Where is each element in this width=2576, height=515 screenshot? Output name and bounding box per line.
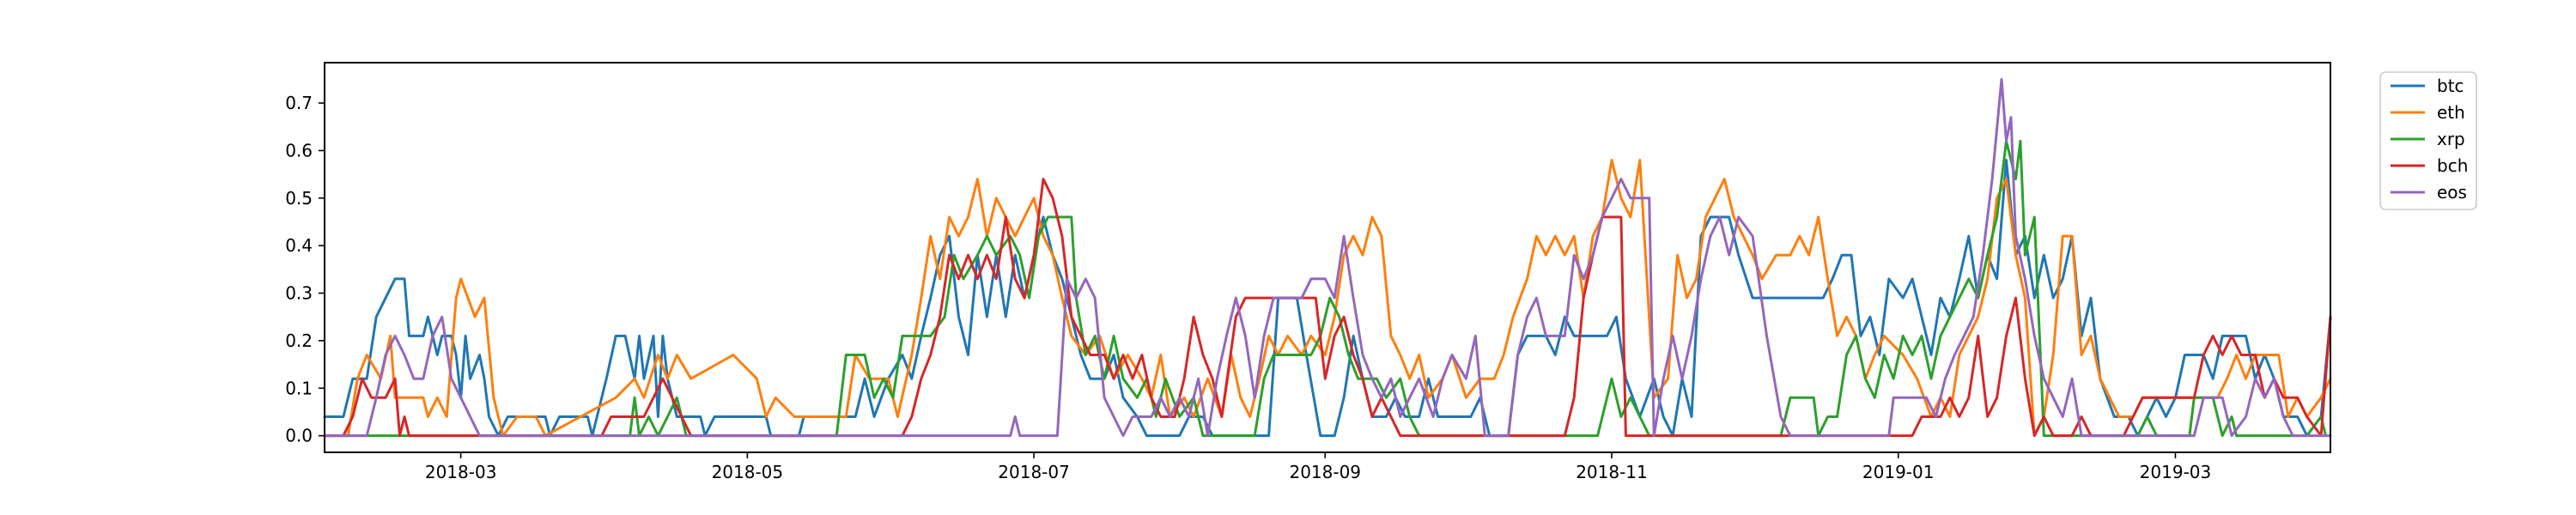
legend-label-btc: btc (2437, 76, 2464, 96)
y-tick-label: 0.5 (285, 188, 313, 209)
x-tick-label: 2018-09 (1289, 462, 1361, 482)
legend-label-eth: eth (2437, 102, 2465, 123)
y-tick-label: 0.1 (285, 378, 313, 398)
x-tick-label: 2019-01 (1862, 462, 1935, 482)
y-tick-label: 0.6 (285, 140, 313, 161)
x-axis: 2018-03 2018-05 2018-07 2018-09 2018-11 2019-… (425, 452, 2211, 482)
legend-frame (2379, 71, 2477, 210)
legend: btc eth xrp bch eos (2379, 71, 2477, 210)
y-tick-label: 0.3 (285, 283, 313, 304)
x-tick-label: 2018-03 (425, 462, 497, 482)
plot-area-frame (324, 62, 2331, 453)
y-tick-label: 0.4 (285, 235, 313, 256)
y-tick-label: 0.0 (285, 426, 313, 446)
x-tick-label: 2018-11 (1576, 462, 1648, 482)
y-axis: 0.0 0.1 0.2 0.3 0.4 0.5 0.6 0.7 (285, 93, 325, 446)
y-tick-label: 0.2 (285, 330, 313, 351)
legend-label-xrp: xrp (2437, 129, 2465, 149)
x-tick-label: 2018-07 (998, 462, 1070, 482)
legend-label-bch: bch (2437, 155, 2468, 176)
series-line-eth (323, 159, 2332, 438)
legend-label-eos: eos (2437, 182, 2467, 203)
y-tick-label: 0.7 (285, 93, 313, 113)
x-tick-label: 2018-05 (712, 462, 784, 482)
series-layer (323, 77, 2332, 438)
series-line-eos (323, 77, 2332, 438)
x-tick-label: 2019-03 (2140, 462, 2212, 482)
